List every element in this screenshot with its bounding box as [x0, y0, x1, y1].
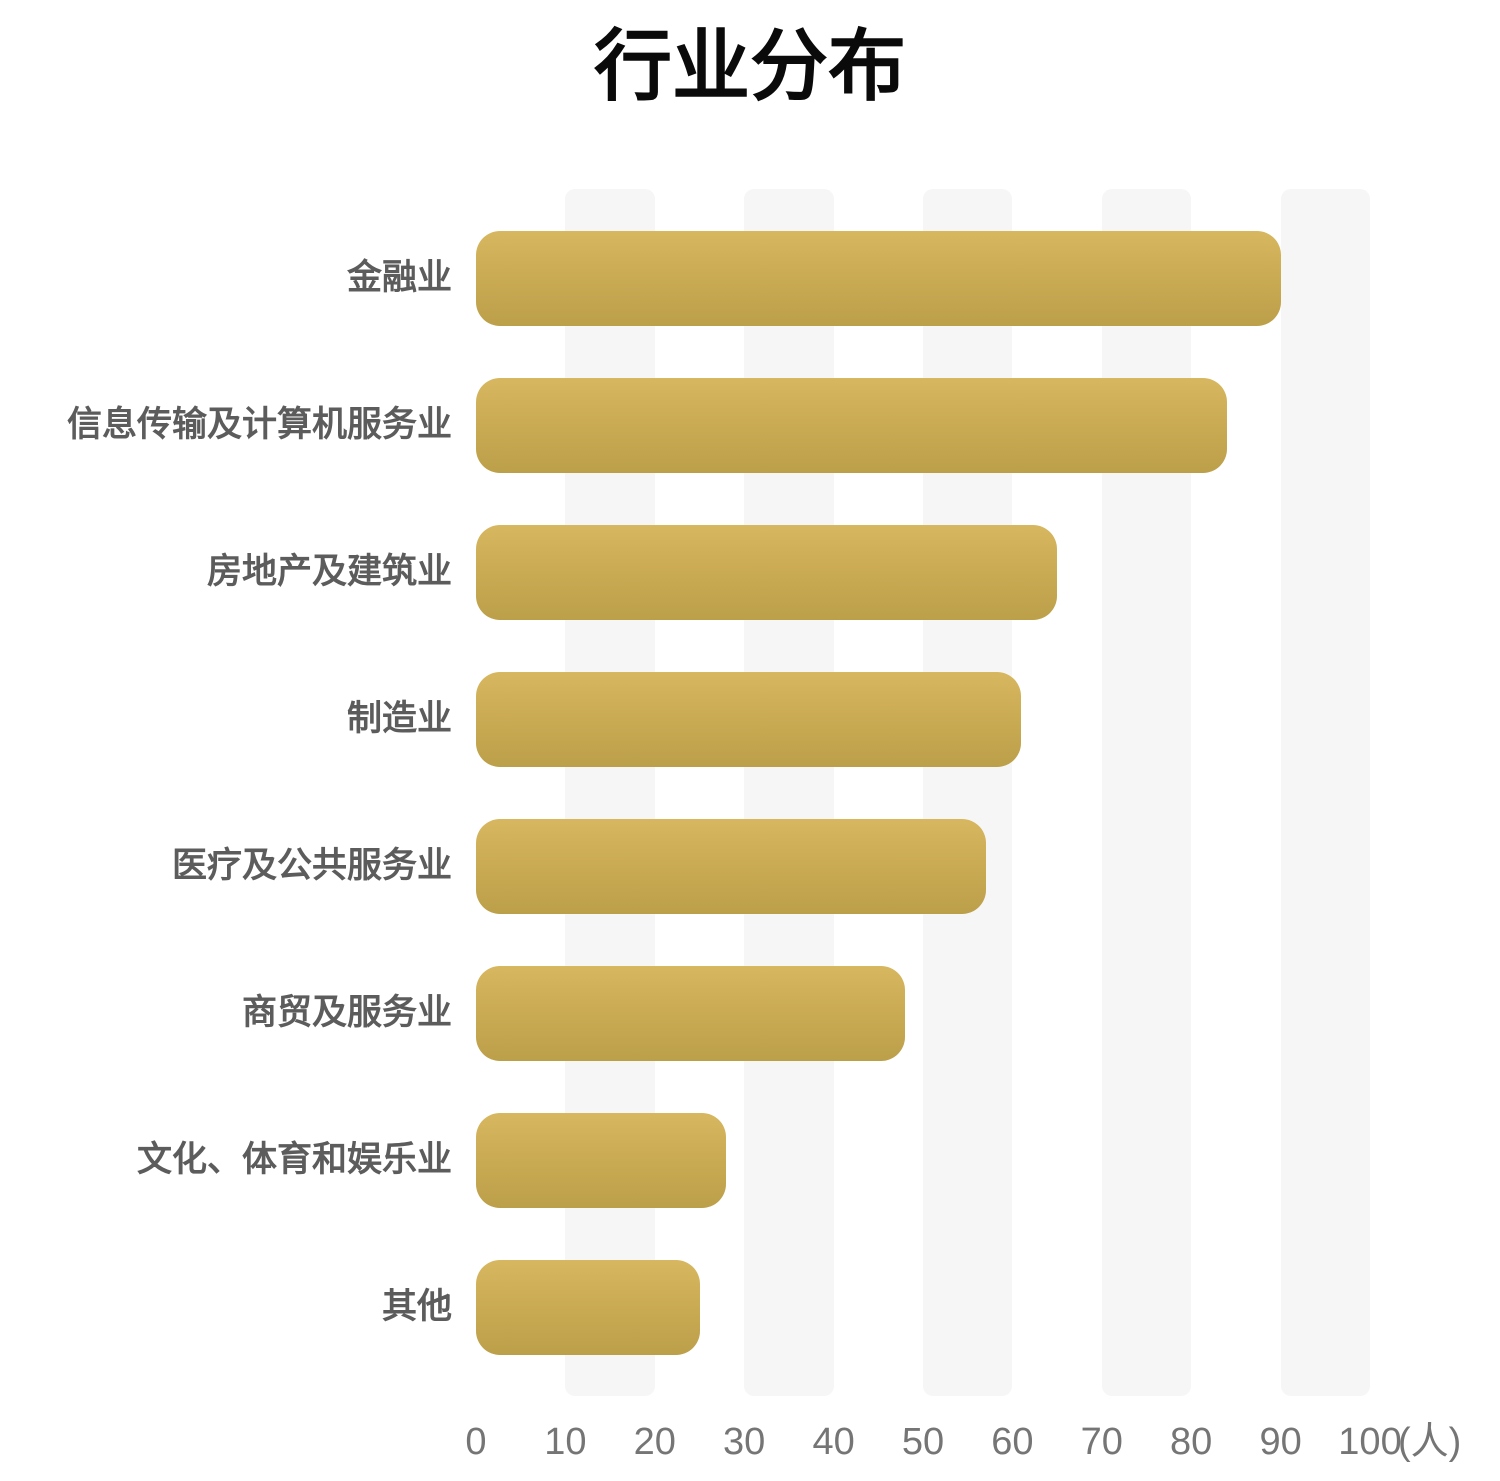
category-label: 商贸及服务业	[241, 993, 452, 1032]
bar	[476, 671, 1022, 767]
x-axis-tick-label: 30	[723, 1421, 766, 1463]
grid-band	[565, 189, 655, 1396]
x-axis-tick-label: 90	[1259, 1421, 1302, 1463]
category-label: 信息传输及计算机服务业	[66, 405, 452, 444]
grid-band	[1280, 189, 1370, 1396]
x-axis-tick-label: 70	[1080, 1421, 1123, 1463]
category-label: 其他	[381, 1287, 452, 1326]
bar	[476, 377, 1227, 473]
x-axis-tick-label: 100	[1338, 1421, 1402, 1463]
x-axis-tick-label: 80	[1170, 1421, 1213, 1463]
category-label: 制造业	[346, 699, 452, 738]
bar	[476, 524, 1058, 620]
x-axis-tick-label: 60	[991, 1421, 1034, 1463]
category-label: 文化、体育和娱乐业	[136, 1140, 452, 1179]
category-label: 房地产及建筑业	[206, 552, 452, 591]
x-axis-tick-label: 20	[633, 1421, 676, 1463]
bar	[476, 818, 986, 914]
x-axis-tick-label: 40	[812, 1421, 855, 1463]
category-label: 金融业	[346, 258, 452, 297]
x-axis-tick-label: 10	[544, 1421, 587, 1463]
x-axis-tick-label: 50	[901, 1421, 945, 1463]
grid-band	[923, 189, 1013, 1396]
x-axis-unit-label: (人)	[1398, 1421, 1462, 1463]
bar	[476, 230, 1281, 326]
bar	[476, 965, 906, 1061]
category-label: 医疗及公共服务业	[171, 846, 452, 885]
grid-band	[744, 189, 834, 1396]
chart-title: 行业分布	[593, 22, 906, 110]
x-axis-tick-label: 0	[465, 1421, 487, 1463]
bar	[476, 1259, 700, 1355]
bar	[476, 1112, 727, 1208]
grid-band	[1101, 189, 1192, 1396]
